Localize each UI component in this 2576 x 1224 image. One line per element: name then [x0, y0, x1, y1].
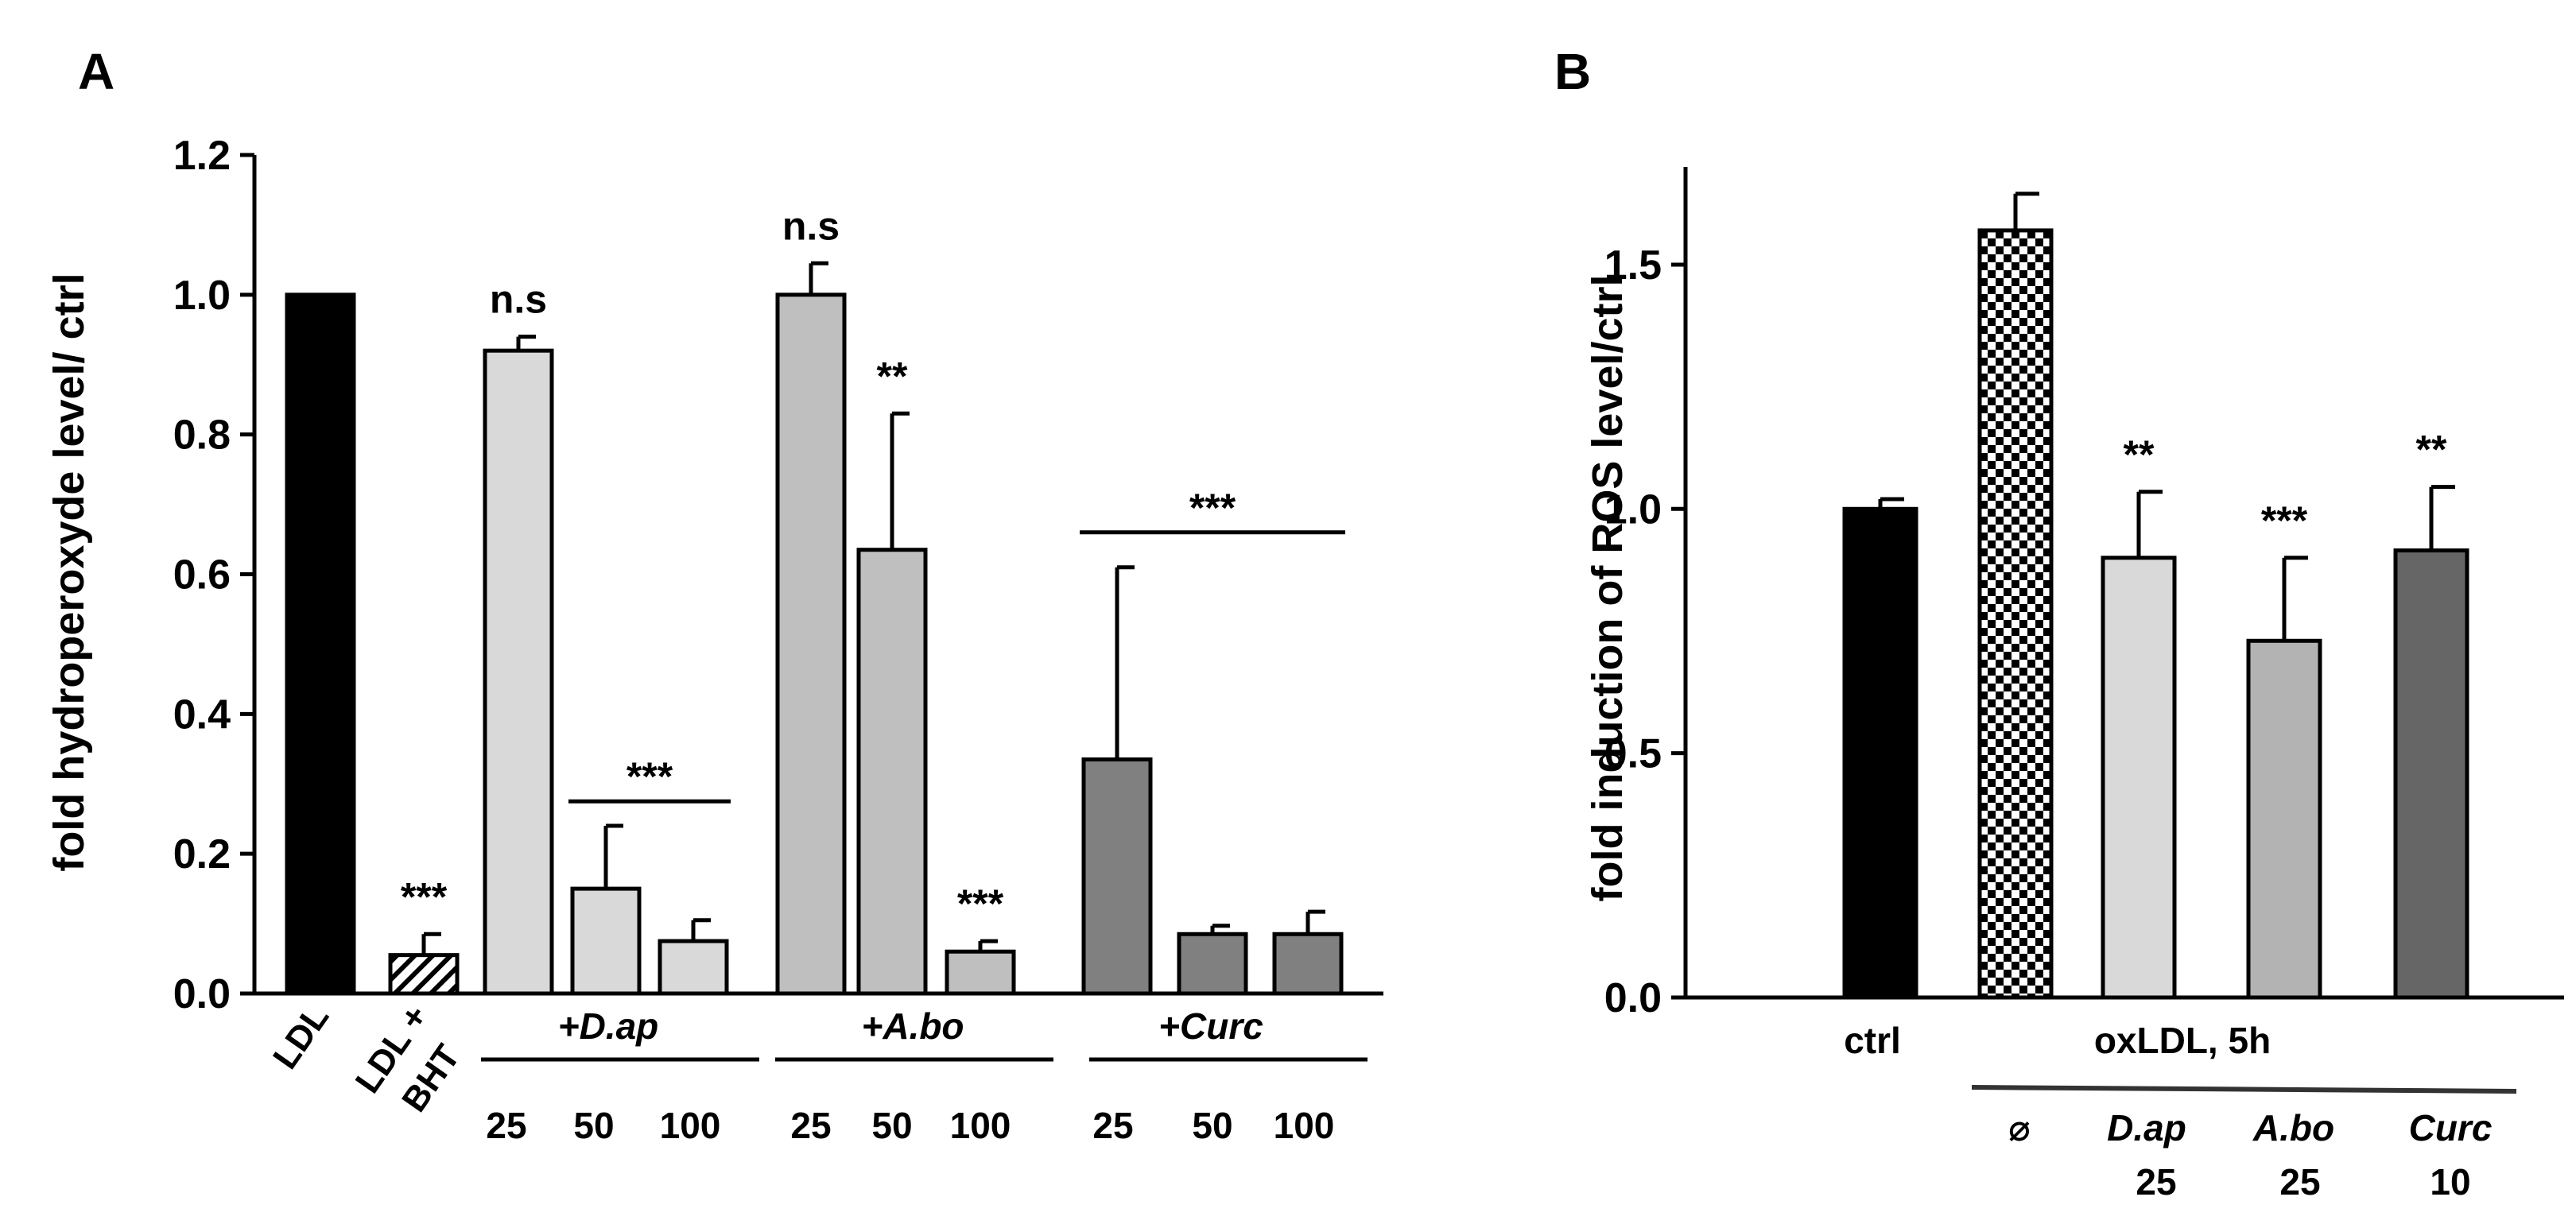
a-bar-abo-50 — [856, 548, 928, 996]
b-dose-dap: 25 — [2136, 1161, 2176, 1203]
b-sig-label: ** — [2416, 428, 2447, 472]
b-y-axis-label: fold induction of ROS level/ctrl — [1584, 274, 1631, 901]
a-y-tick-label: 0.4 — [173, 691, 231, 738]
panel-a: fold hydroperoxyde level/ ctrl 0.0 0.2 0.4… — [45, 133, 1383, 1146]
a-y-tick-label: 0.0 — [173, 971, 231, 1017]
a-y-tick-label: 0.2 — [173, 831, 231, 877]
b-sub-dap: D.ap — [2107, 1107, 2186, 1148]
a-sig-label: *** — [401, 874, 448, 919]
a-group-abo-label: +A.bo — [861, 1005, 964, 1047]
panel-a-label: A — [78, 43, 114, 100]
b-sub-abo: A.bo — [2252, 1107, 2334, 1148]
b-label-ctrl: ctrl — [1844, 1020, 1901, 1061]
a-group-curc-label: +Curc — [1158, 1005, 1263, 1047]
a-bar-dap-25 — [483, 348, 554, 996]
b-bar-ctrl — [1842, 506, 1918, 1000]
a-bar-dap-100 — [658, 939, 729, 996]
a-bar-dap-50 — [570, 886, 642, 996]
a-label-ldl: LDL — [266, 998, 336, 1076]
b-sub-curc: Curc — [2409, 1107, 2493, 1148]
a-dap-dose-25: 25 — [486, 1105, 526, 1146]
a-abo-dose-100: 100 — [950, 1105, 1011, 1146]
b-sig-label: *** — [2261, 498, 2308, 543]
a-sig-label: *** — [957, 881, 1004, 926]
a-bar-abo-25 — [775, 292, 847, 996]
a-abo-dose-50: 50 — [871, 1105, 912, 1146]
a-sig-bracket-label: *** — [627, 754, 673, 799]
a-y-tick-label: 0.8 — [173, 413, 231, 459]
a-bar-abo-100 — [945, 949, 1016, 996]
a-dap-dose-100: 100 — [660, 1105, 721, 1146]
b-bar-curc-10 — [2393, 548, 2469, 1000]
b-dose-abo: 25 — [2279, 1161, 2320, 1203]
b-sig-label: ** — [2124, 432, 2155, 477]
a-bar-curc-25 — [1081, 757, 1153, 996]
b-sub-none: ⌀ — [2008, 1107, 2031, 1148]
a-y-tick-label: 0.6 — [173, 552, 231, 598]
b-bar-dap-25 — [2101, 556, 2177, 1000]
b-bar-oxldl — [1977, 228, 2054, 1000]
a-group-dap-label: +D.ap — [558, 1005, 659, 1047]
a-sig-label: n.s — [490, 277, 547, 322]
a-bar-curc-100 — [1272, 932, 1344, 996]
b-bar-abo-25 — [2246, 638, 2322, 1000]
b-y-tick-label: 1.0 — [1604, 486, 1662, 533]
b-label-oxldl: oxLDL, 5h — [2094, 1020, 2271, 1061]
a-y-axis-label: fold hydroperoxyde level/ ctrl — [45, 273, 93, 871]
b-y-tick-label: 1.5 — [1604, 242, 1662, 289]
a-y-tick-label: 1.2 — [173, 133, 231, 179]
a-curc-dose-25: 25 — [1092, 1105, 1133, 1146]
b-dose-curc: 10 — [2430, 1161, 2470, 1203]
a-dap-dose-50: 50 — [573, 1105, 614, 1146]
a-curc-dose-100: 100 — [1274, 1105, 1335, 1146]
panel-b-label: B — [1554, 43, 1591, 100]
b-y-tick-label: 0.0 — [1604, 975, 1662, 1021]
a-y-tick-label: 1.0 — [173, 273, 231, 319]
a-sig-label: n.s — [782, 203, 840, 248]
a-sig-label: ** — [877, 354, 908, 398]
panel-b: fold induction of ROS level/ctrl 0.0 0.5 1… — [1584, 167, 2564, 1203]
a-abo-dose-25: 25 — [790, 1105, 831, 1146]
b-y-tick-label: 0.5 — [1604, 731, 1662, 777]
a-bar-ldl — [285, 292, 356, 996]
a-bar-curc-50 — [1177, 932, 1248, 996]
b-treatment-line — [1971, 1085, 2517, 1094]
a-bar-ldl-bht — [388, 953, 460, 996]
a-curc-dose-50: 50 — [1192, 1105, 1232, 1146]
a-sig-bracket-label: *** — [1189, 486, 1236, 530]
